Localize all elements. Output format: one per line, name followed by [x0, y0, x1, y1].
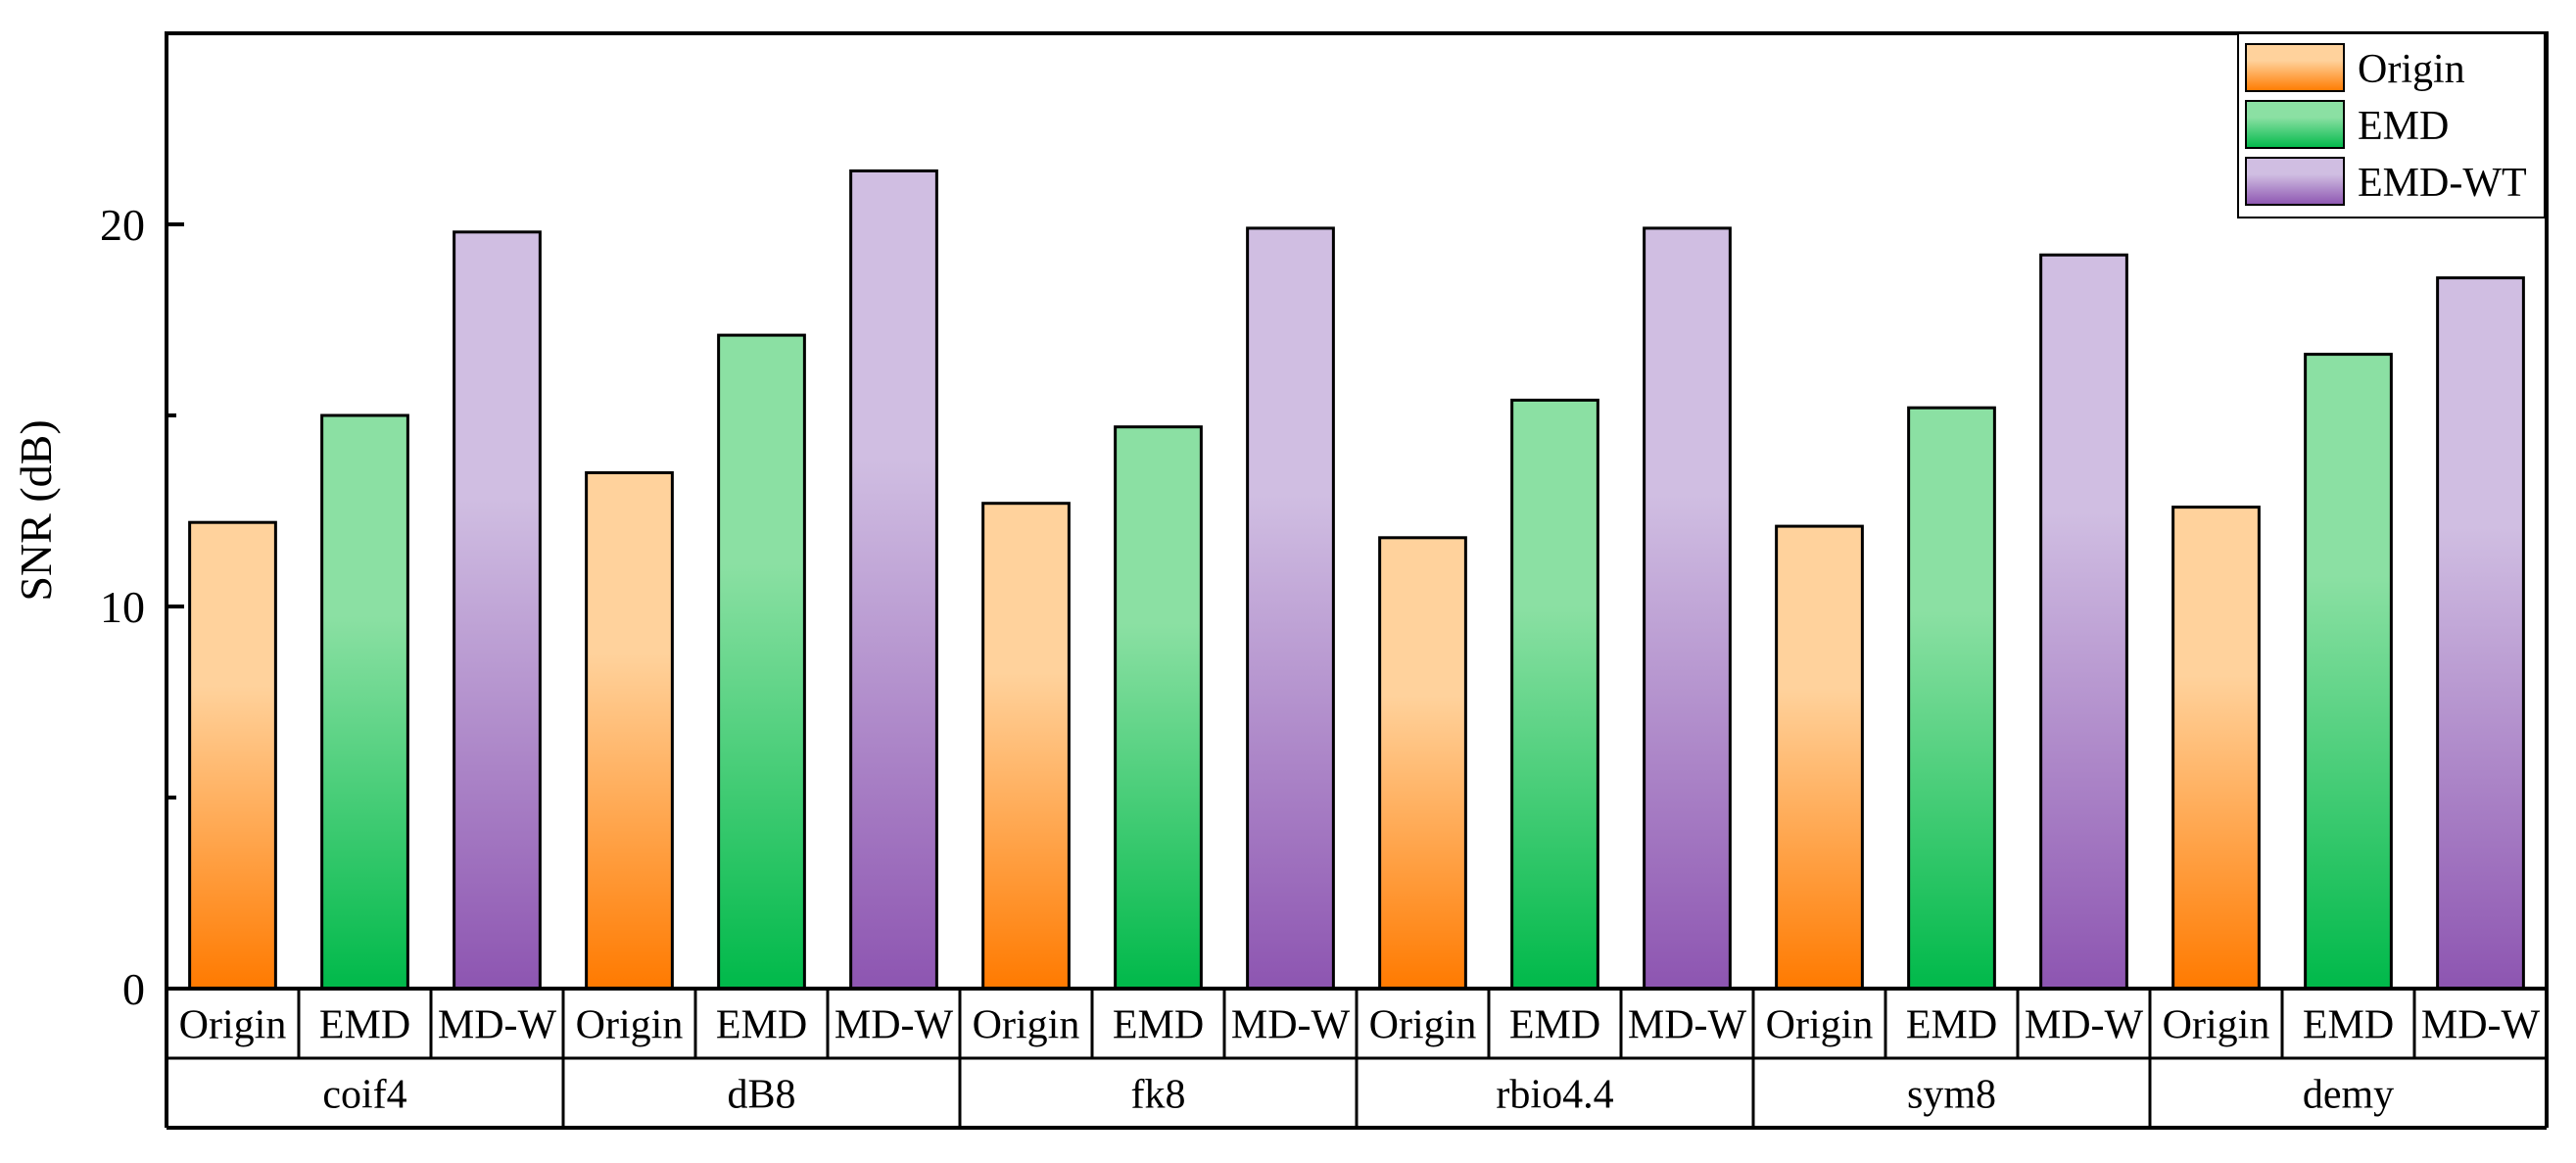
bar-sym8-Origin: [1775, 524, 1864, 991]
bar-label: EMD: [1509, 1003, 1600, 1048]
group-label-coif4: coif4: [322, 1073, 406, 1118]
legend-swatch-EMD-WT: [2245, 157, 2345, 206]
bar-label: Origin: [576, 1003, 684, 1048]
bar-label: MD-W: [2421, 1003, 2541, 1048]
bar-rbio4.4-EMD: [1510, 398, 1599, 991]
group-label-dB8: dB8: [727, 1073, 795, 1118]
bar-label: MD-W: [438, 1003, 557, 1048]
bar-demy-EMD-WT: [2436, 276, 2525, 991]
bar-sym8-EMD-WT: [2039, 253, 2128, 991]
group-label-sym8: sym8: [1907, 1073, 1996, 1118]
legend-swatch-Origin: [2245, 43, 2345, 92]
group-label-rbio4.4: rbio4.4: [1496, 1073, 1613, 1118]
bar-sym8-EMD: [1907, 406, 1996, 991]
bar-label: MD-W: [1628, 1003, 1747, 1048]
bar-label: EMD: [716, 1003, 807, 1048]
bar-coif4-Origin: [188, 520, 277, 991]
bar-dB8-EMD-WT: [849, 169, 938, 991]
bar-label: EMD: [1906, 1003, 1997, 1048]
bar-coif4-EMD-WT: [453, 230, 542, 991]
legend-label: Origin: [2358, 47, 2465, 92]
bar-dB8-EMD: [717, 333, 806, 991]
group-label-demy: demy: [2303, 1073, 2394, 1118]
y-tick-label: 10: [100, 582, 145, 632]
bar-label: Origin: [1766, 1003, 1874, 1048]
bar-demy-Origin: [2171, 506, 2261, 991]
bar-label: EMD: [2303, 1003, 2394, 1048]
bar-label: MD-W: [1231, 1003, 1351, 1048]
legend-label: EMD-WT: [2358, 161, 2527, 206]
bar-label: Origin: [2163, 1003, 2270, 1048]
bar-demy-EMD: [2304, 353, 2393, 991]
bar-fk8-Origin: [981, 502, 1071, 991]
bar-label: MD-W: [835, 1003, 954, 1048]
group-label-fk8: fk8: [1131, 1073, 1186, 1118]
bar-fk8-EMD: [1114, 425, 1203, 991]
legend: Origin EMD EMD-WT: [2237, 32, 2546, 218]
bar-label: Origin: [973, 1003, 1080, 1048]
y-axis: 0 10 20: [100, 31, 184, 1014]
bar-label: EMD: [319, 1003, 410, 1048]
bar-fk8-EMD-WT: [1246, 226, 1335, 991]
bar-label: Origin: [179, 1003, 287, 1048]
bar-label: Origin: [1369, 1003, 1477, 1048]
bar-label: EMD: [1113, 1003, 1204, 1048]
bars-layer: [188, 169, 2525, 991]
y-tick-label: 20: [100, 200, 145, 250]
x-axis-categories: Origin EMD MD-W coif4 Origin EMD MD-W dB8 Origin…: [165, 989, 2549, 1130]
y-tick-label: 0: [122, 964, 145, 1014]
bar-dB8-Origin: [585, 471, 674, 991]
legend-label: EMD: [2358, 104, 2449, 149]
bar-rbio4.4-Origin: [1378, 536, 1467, 991]
legend-swatch-EMD: [2245, 100, 2345, 149]
bar-label: MD-W: [2025, 1003, 2144, 1048]
y-axis-title: SNR (dB): [11, 419, 61, 601]
bar-coif4-EMD: [320, 413, 409, 991]
bar-rbio4.4-EMD-WT: [1643, 226, 1732, 991]
